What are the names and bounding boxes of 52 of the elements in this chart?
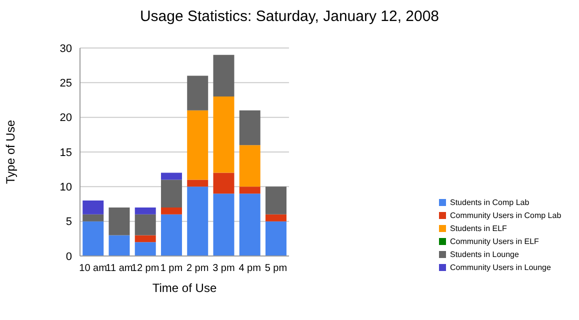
bar: [134, 207, 156, 214]
x-tick-label: 2 pm: [186, 263, 209, 274]
bar: [187, 180, 208, 187]
legend-label: Community Users in Lounge: [450, 263, 551, 272]
bar: [134, 242, 156, 256]
bar: [265, 221, 286, 256]
bar: [160, 172, 182, 180]
bar: [213, 96, 234, 173]
bar: [213, 194, 234, 256]
bar: [134, 214, 156, 236]
bar: [160, 214, 182, 256]
y-tick-label: 15: [60, 146, 72, 159]
x-tick-label: 11 am: [106, 263, 133, 274]
x-tick-label: 5 pm: [264, 263, 288, 274]
bar: [160, 207, 182, 214]
bar: [239, 186, 260, 194]
bar: [187, 110, 208, 180]
y-tick-label: 5: [66, 216, 72, 228]
y-tick-label: 0: [66, 250, 72, 263]
y-axis-title: Type of Use: [3, 120, 18, 184]
x-tick-label: 1 pm: [160, 263, 183, 274]
bar: [239, 110, 260, 146]
bar: [239, 145, 260, 187]
bar: [82, 221, 104, 256]
x-axis-title: Time of Use: [152, 281, 217, 295]
bar: [239, 194, 260, 256]
bar: [213, 172, 234, 194]
y-tick-label: 10: [60, 182, 72, 194]
y-tick-label: 20: [60, 112, 72, 124]
legend-label: Community Users in Comp Lab: [450, 211, 562, 220]
bar: [265, 186, 286, 214]
bar: [213, 54, 234, 97]
bar: [82, 200, 104, 214]
x-tick-label: 12 pm: [131, 263, 160, 274]
x-tick-label: 4 pm: [238, 263, 261, 274]
y-tick-label: 30: [60, 42, 72, 55]
chart-title: Usage Statistics: Saturday, January 12, 2008: [138, 8, 440, 25]
bar: [160, 180, 182, 208]
x-tick-label: 3 pm: [212, 263, 235, 274]
x-tick-label: 10 am: [79, 263, 107, 274]
bar: [108, 207, 130, 236]
legend-label: Students in Comp Lab: [450, 198, 530, 207]
y-tick-label: 25: [60, 78, 72, 90]
legend-label: Students in Lounge: [450, 250, 519, 259]
bar: [187, 76, 208, 110]
legend-label: Community Users in ELF: [450, 237, 539, 246]
bar: [265, 214, 286, 222]
bar: [82, 214, 104, 222]
bar: [187, 186, 208, 256]
bar: [134, 235, 156, 242]
bar: [108, 235, 130, 256]
legend-label: Students in ELF: [450, 224, 507, 233]
